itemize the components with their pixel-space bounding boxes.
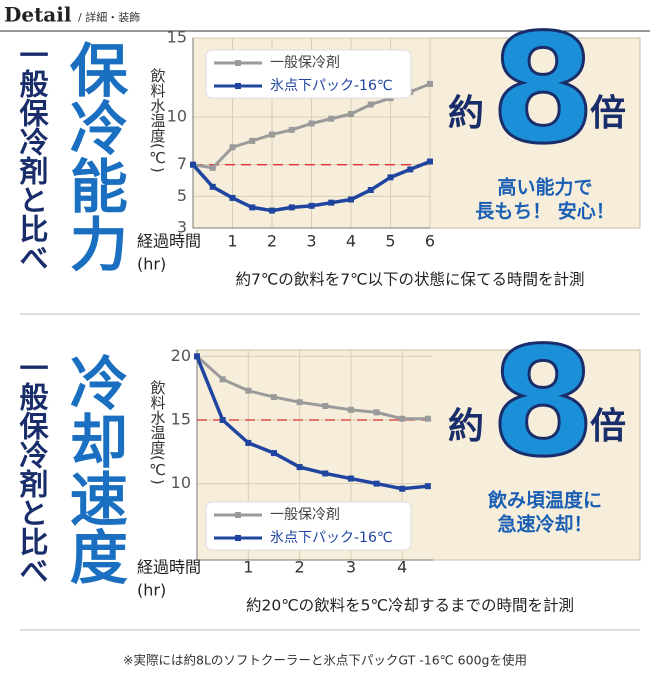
header-subtitle: / 詳細・装飾 <box>78 10 140 24</box>
point-marker <box>407 166 414 173</box>
legend-label: 一般保冷剤 <box>270 55 340 71</box>
x-axis-unit: (hr) <box>137 255 166 274</box>
point-marker <box>328 199 335 206</box>
point-marker <box>427 158 433 165</box>
point-marker <box>269 207 275 214</box>
callout-note: 飲み頃温度に <box>487 489 602 512</box>
point-marker <box>387 174 394 181</box>
x-tick-label: 3 <box>306 232 316 251</box>
point-marker <box>348 196 354 203</box>
point-marker <box>219 417 226 423</box>
legend-label: 氷点下パック-16℃ <box>270 530 393 546</box>
legend-label: 氷点下パック-16℃ <box>270 78 393 94</box>
point-marker <box>288 126 295 133</box>
callout-suffix: 倍 <box>590 93 626 134</box>
x-tick-label: 1 <box>227 232 237 251</box>
point-marker <box>347 475 354 482</box>
subheading: 一般保冷剤と比べ <box>15 40 50 272</box>
caption: 約20℃の飲料を5℃冷却するまでの時間を計測 <box>246 597 574 615</box>
x-tick-label: 4 <box>346 232 356 251</box>
x-tick-label: 5 <box>385 232 395 251</box>
point-marker <box>219 376 226 383</box>
point-marker <box>308 202 315 209</box>
callout-value: 8 <box>491 316 595 490</box>
x-tick-label: 2 <box>267 232 277 251</box>
point-marker <box>367 101 374 108</box>
point-marker <box>209 164 216 171</box>
point-marker <box>328 115 335 122</box>
point-marker <box>367 187 374 193</box>
y-tick-label: 15 <box>171 410 191 429</box>
point-marker <box>296 399 303 406</box>
point-marker <box>399 485 406 492</box>
y-axis-label: 飲料水温度(℃) <box>149 68 167 173</box>
heading: 保冷能力 <box>60 40 128 272</box>
x-tick-label: 4 <box>397 558 407 577</box>
point-marker <box>270 450 277 457</box>
point-marker <box>229 194 236 201</box>
y-tick-label: 15 <box>167 28 187 47</box>
series-line <box>195 355 429 491</box>
subheading: 一般保冷剤と比べ <box>15 353 50 585</box>
y-tick-label: 3 <box>177 218 187 237</box>
point-marker <box>427 80 433 87</box>
point-marker <box>288 204 295 211</box>
point-marker <box>229 144 236 151</box>
y-tick-label: 10 <box>167 107 187 126</box>
point-marker <box>322 470 329 477</box>
point-marker <box>348 111 354 117</box>
caption: 約7℃の飲料を7℃以下の状態に保てる時間を計測 <box>235 271 584 289</box>
y-axis-label: 飲料水温度(℃) <box>149 380 167 485</box>
series-line <box>196 355 428 421</box>
callout-note: 急速冷却！ <box>497 513 592 536</box>
y-tick-label: 5 <box>177 186 187 205</box>
point-marker <box>194 353 200 360</box>
legend-swatch-marker <box>235 60 241 66</box>
legend-swatch-marker <box>235 535 241 541</box>
x-tick-label: 3 <box>346 558 356 577</box>
x-axis-unit: (hr) <box>137 581 166 600</box>
point-marker <box>373 409 380 416</box>
point-marker <box>249 204 256 211</box>
point-marker <box>270 394 277 401</box>
callout-suffix: 倍 <box>590 406 626 447</box>
point-marker <box>209 183 216 190</box>
heading: 冷却速度 <box>60 353 128 585</box>
callout-value: 8 <box>491 3 595 177</box>
footnote: ※実際には約8Lのソフトクーラーと氷点下パックGT -16℃ 600gを使用 <box>123 653 527 668</box>
callout-prefix: 約 <box>448 93 484 134</box>
point-marker <box>399 415 406 422</box>
header-title: Detail <box>4 3 72 27</box>
legend-swatch-marker <box>235 512 241 518</box>
y-tick-label: 10 <box>171 473 191 492</box>
point-marker <box>249 137 256 144</box>
point-marker <box>296 464 303 471</box>
point-marker <box>245 387 252 394</box>
point-marker <box>190 161 196 168</box>
legend-label: 一般保冷剤 <box>270 507 340 523</box>
y-tick-label: 20 <box>171 346 191 365</box>
y-tick-label: 7 <box>177 154 187 173</box>
x-axis-label: 経過時間 <box>137 558 201 577</box>
callout-prefix: 約 <box>448 406 484 447</box>
point-marker <box>373 480 380 487</box>
legend-swatch-marker <box>235 83 241 89</box>
point-marker <box>269 131 275 138</box>
point-marker <box>245 439 252 446</box>
point-marker <box>424 483 431 490</box>
point-marker <box>308 120 315 127</box>
x-tick-label: 6 <box>425 232 435 251</box>
point-marker <box>322 403 329 409</box>
callout-note: 高い能力で <box>497 176 592 199</box>
point-marker <box>424 415 431 422</box>
callout-note: 長もち！ 安心！ <box>475 200 615 223</box>
x-tick-label: 1 <box>243 558 253 577</box>
point-marker <box>347 406 354 413</box>
x-tick-label: 2 <box>295 558 305 577</box>
x-axis-label: 経過時間 <box>137 232 201 251</box>
